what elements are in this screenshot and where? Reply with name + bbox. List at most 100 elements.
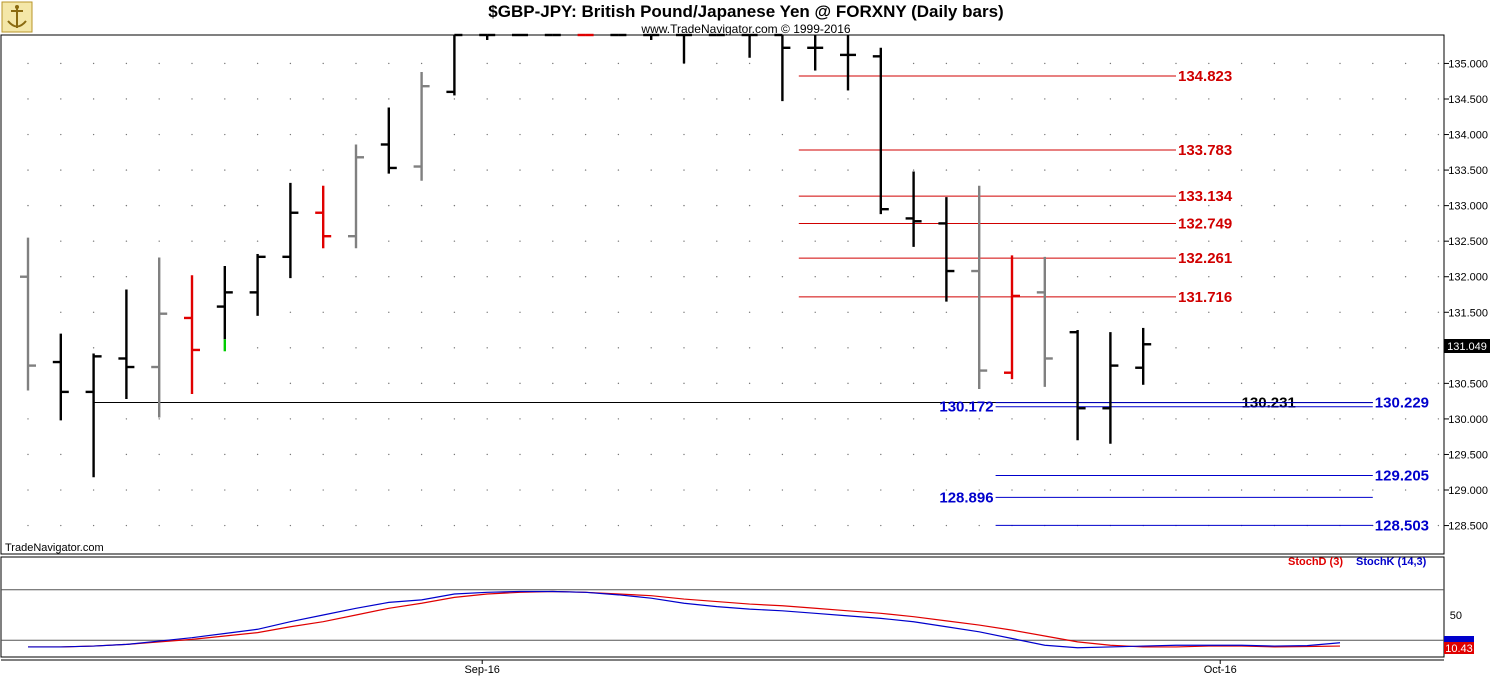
grid-dot xyxy=(289,62,292,65)
grid-dot xyxy=(552,418,554,420)
grid-dot xyxy=(683,382,685,385)
grid-dot xyxy=(1372,133,1374,136)
grid-dot xyxy=(847,453,849,456)
grid-dot xyxy=(1011,418,1013,420)
grid-dot xyxy=(453,524,456,527)
grid-dot xyxy=(617,311,620,313)
grid-dot xyxy=(191,453,193,456)
legend-stochk: StochK (14,3) xyxy=(1356,556,1427,568)
grid-dot xyxy=(1011,133,1013,136)
stoch-tick-label: 50 xyxy=(1450,610,1462,622)
x-axis: Sep-16 Oct-16 xyxy=(464,660,1237,676)
grid-dot xyxy=(158,133,160,136)
grid-dot xyxy=(748,311,751,313)
grid-dot xyxy=(1076,62,1079,65)
grid-dot xyxy=(912,347,915,349)
grid-dot xyxy=(683,276,685,278)
grid-dot xyxy=(1306,276,1308,278)
grid-dot xyxy=(1208,453,1210,456)
grid-dot xyxy=(289,347,292,349)
grid-dot xyxy=(27,133,29,136)
grid-dot xyxy=(1306,133,1308,136)
grid-dot xyxy=(1339,240,1341,242)
grid-dot xyxy=(486,524,488,527)
grid-dot xyxy=(453,276,456,278)
grid-dot xyxy=(1208,204,1210,207)
y-tick-label: 130.000 xyxy=(1448,414,1488,426)
price-bar xyxy=(85,353,102,478)
grid-dot xyxy=(781,524,784,527)
grid-dot xyxy=(1142,311,1144,313)
grid-dot xyxy=(486,98,488,100)
price-bar xyxy=(52,333,69,421)
grid-dot xyxy=(92,524,95,527)
grid-dot xyxy=(617,347,620,349)
grid-dot xyxy=(1339,62,1341,65)
grid-dot xyxy=(224,453,226,456)
grid-dot xyxy=(388,382,390,385)
grid-dot xyxy=(716,347,718,349)
grid-dot xyxy=(683,240,685,242)
grid-dot xyxy=(748,204,751,207)
grid-dot xyxy=(1372,98,1374,100)
grid-dot xyxy=(880,311,882,313)
price-bar xyxy=(151,257,168,418)
y-tick-label: 131.500 xyxy=(1448,307,1488,319)
grid-dot xyxy=(1175,276,1177,278)
grid-dot xyxy=(978,133,980,136)
grid-dot xyxy=(1273,382,1276,385)
grid-dot xyxy=(1175,133,1177,136)
grid-dot xyxy=(1208,133,1210,136)
grid-dot xyxy=(912,98,915,100)
grid-dot xyxy=(912,276,915,278)
grid-dot xyxy=(1437,311,1440,313)
grid-dot xyxy=(650,98,652,100)
level-label: 133.134 xyxy=(1178,188,1233,205)
grid-dot xyxy=(289,418,292,420)
grid-dot xyxy=(420,276,423,278)
y-tick-label: 129.500 xyxy=(1448,449,1488,461)
grid-dot xyxy=(256,204,259,207)
grid-dot xyxy=(1404,382,1407,385)
grid-dot xyxy=(92,169,95,171)
grid-dot xyxy=(781,311,784,313)
grid-dot xyxy=(1437,418,1440,420)
price-bar xyxy=(774,33,791,102)
grid-dot xyxy=(650,524,652,527)
last-price-label: 131.049 xyxy=(1447,341,1487,353)
grid-dot xyxy=(125,98,128,100)
grid-dot xyxy=(650,169,652,171)
level-label: 128.503 xyxy=(1375,517,1429,534)
grid-dot xyxy=(1044,62,1046,65)
grid-dot xyxy=(683,347,685,349)
grid-dot xyxy=(519,489,521,491)
grid-dot xyxy=(191,240,193,242)
grid-dot xyxy=(322,133,324,136)
grid-dot xyxy=(224,98,226,100)
grid-dot xyxy=(1011,240,1013,242)
grid-dot xyxy=(716,98,718,100)
price-bar xyxy=(840,35,856,91)
price-bar xyxy=(446,33,463,96)
price-bar xyxy=(1135,327,1152,385)
y-tick-label: 133.000 xyxy=(1448,201,1488,213)
grid-dot xyxy=(322,311,324,313)
grid-dot xyxy=(847,489,849,491)
grid-dot xyxy=(781,418,784,420)
last-price-marker: 131.049 xyxy=(1444,339,1490,353)
grid-dot xyxy=(912,382,915,385)
y-tick-label: 135.000 xyxy=(1448,58,1488,70)
grid-dot xyxy=(453,311,456,313)
legend-stochd: StochD (3) xyxy=(1288,556,1343,568)
grid-dot xyxy=(519,418,521,420)
grid-dot xyxy=(224,524,226,527)
grid-dot xyxy=(1076,204,1079,207)
grid-dot xyxy=(224,169,226,171)
grid-dot xyxy=(1372,382,1374,385)
grid-dot xyxy=(125,169,128,171)
grid-dot xyxy=(125,240,128,242)
x-tick-label: Sep-16 xyxy=(464,664,499,676)
grid-dot xyxy=(716,524,718,527)
grid-dot xyxy=(1404,489,1407,491)
grid-dot xyxy=(584,524,587,527)
